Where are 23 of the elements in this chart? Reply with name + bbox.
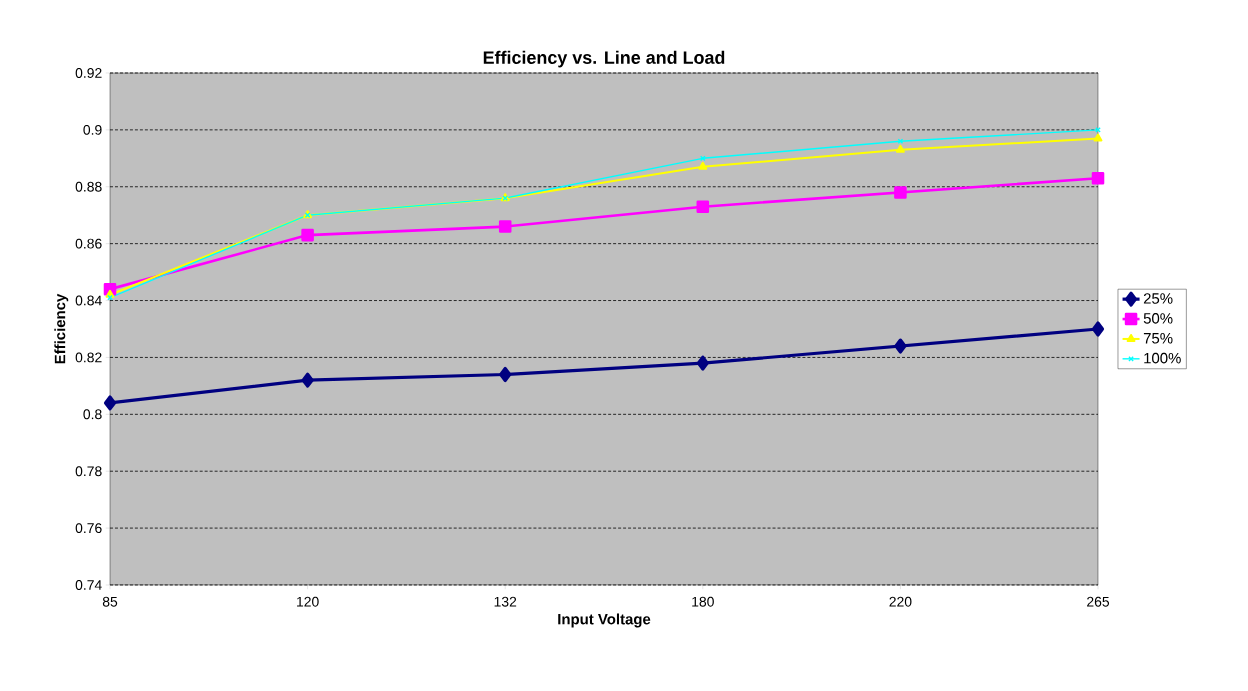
x-axis-title: Input Voltage xyxy=(558,613,651,628)
legend-label: 50% xyxy=(1143,313,1173,324)
x-tick-label: 132 xyxy=(494,596,517,607)
x-tick-label: 85 xyxy=(102,596,118,607)
chart-title: Efficiency vs. Line and Load xyxy=(483,50,725,68)
y-tick-label: 0.84 xyxy=(75,295,102,306)
legend-label: 100% xyxy=(1144,352,1181,364)
x-tick-label: 265 xyxy=(1087,596,1110,607)
x-tick-label: 120 xyxy=(297,596,319,607)
legend-label: 25% xyxy=(1143,293,1173,304)
y-tick-label: 0.92 xyxy=(75,68,102,78)
y-tick-label: 0.82 xyxy=(75,352,102,363)
y-tick-label: 0.8 xyxy=(83,409,102,420)
y-tick-label: 0.74 xyxy=(75,580,102,590)
y-tick-label: 0.86 xyxy=(75,238,102,249)
legend-label: 75% xyxy=(1143,333,1173,344)
y-tick-label: 0.88 xyxy=(75,181,102,192)
y-tick-label: 0.76 xyxy=(75,523,102,534)
x-tick-label: 180 xyxy=(692,596,714,607)
y-tick-label: 0.78 xyxy=(75,466,102,477)
x-tick-label: 220 xyxy=(889,596,912,607)
y-axis-title: Efficiency xyxy=(54,293,69,364)
y-tick-label: 0.9 xyxy=(83,124,102,135)
